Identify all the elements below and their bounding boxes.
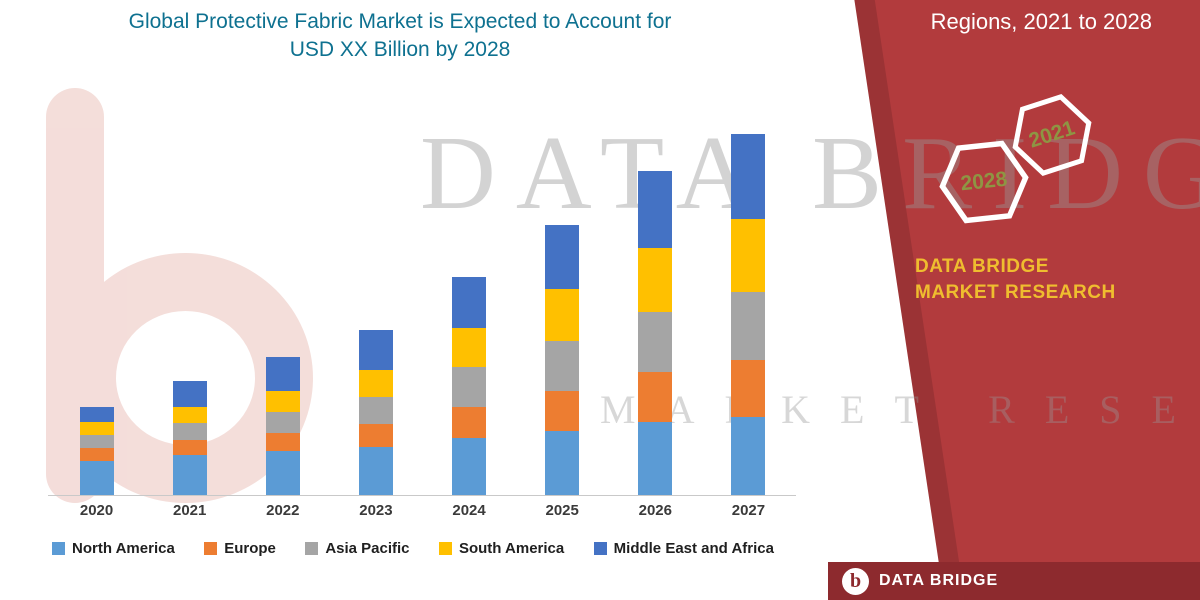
bar-segment-2022 (265, 432, 300, 452)
x-axis-label-2020: 2020 (79, 502, 114, 519)
legend-item: North America (52, 540, 175, 557)
x-axis-label-2026: 2026 (638, 502, 672, 519)
bar-segment-2023 (358, 397, 393, 425)
bar-segment-2021 (172, 380, 207, 407)
bar-2027 (731, 134, 766, 495)
bar-segment-2025 (545, 391, 580, 431)
bar-segment-2021 (172, 439, 207, 456)
bar-segment-2025 (545, 224, 580, 290)
legend-label: Asia Pacific (325, 540, 410, 557)
bar-segment-2020 (79, 460, 114, 495)
legend-item: South America (438, 540, 565, 557)
bar-segment-2023 (358, 447, 393, 495)
bar-segment-2021 (172, 423, 207, 440)
hexagon-outline-icon (939, 140, 1029, 224)
legend-marker-icon (593, 542, 607, 555)
bar-segment-2021 (172, 455, 207, 495)
bar-segment-2021 (172, 406, 207, 424)
bar-2024 (452, 276, 487, 495)
bar-2025 (545, 224, 580, 495)
watermark-market-research: MARKET RESEARCH (600, 387, 1200, 432)
bar-segment-2026 (638, 422, 673, 495)
bar-2023 (358, 329, 393, 495)
bar-segment-2022 (265, 411, 300, 433)
watermark-data-bridge: DATA BRIDGE (420, 114, 1200, 231)
bar-segment-2023 (358, 370, 393, 398)
bar-2021 (172, 380, 207, 495)
bar-2020 (79, 406, 114, 495)
x-axis-label-2023: 2023 (359, 502, 393, 519)
stacked-bar-chart (50, 112, 795, 495)
bar-segment-2022 (265, 451, 300, 495)
x-axis-line (48, 495, 796, 496)
bar-segment-2027 (731, 417, 766, 495)
legend-item: Asia Pacific (305, 540, 410, 557)
legend-marker-icon (52, 542, 65, 555)
bar-segment-2024 (452, 367, 487, 407)
bar-segment-2022 (265, 391, 300, 412)
bar-segment-2022 (265, 356, 300, 392)
legend-marker-icon (438, 542, 452, 555)
bar-segment-2020 (79, 434, 114, 449)
bar-segment-2023 (358, 329, 393, 371)
bar-segment-2025 (545, 289, 580, 342)
x-axis-label-2022: 2022 (266, 502, 300, 519)
x-axis-label-2024: 2024 (452, 502, 486, 519)
legend-label: South America (458, 540, 565, 557)
bar-2022 (265, 356, 300, 495)
bar-segment-2026 (638, 170, 673, 248)
bar-segment-2026 (638, 372, 673, 423)
x-axis-label-2027: 2027 (731, 502, 766, 519)
chart-title-line2: USD XX Billion by 2028 (289, 38, 511, 62)
bar-segment-2027 (731, 292, 766, 360)
bar-segment-2024 (452, 327, 487, 368)
x-axis-label-2021: 2021 (173, 502, 207, 519)
legend-item: Europe (204, 540, 276, 557)
legend-label: North America (72, 540, 175, 557)
bar-2026 (638, 170, 673, 495)
brand-name: DATA BRIDGE MARKET RESEARCH (915, 256, 1116, 303)
bar-segment-2025 (545, 341, 580, 392)
bar-segment-2024 (452, 276, 487, 328)
chart-title: Global Protective Fabric Market is Expec… (40, 8, 760, 65)
footer-banner: b DATA BRIDGE (828, 562, 1200, 600)
bar-segment-2023 (358, 424, 393, 448)
legend-item: Middle East and Africa (593, 540, 774, 557)
dbmr-logo-icon: b (842, 567, 869, 595)
bar-segment-2020 (79, 448, 114, 461)
legend-label: Middle East and Africa (613, 540, 774, 557)
hexagon-2021: 2021 (1001, 87, 1104, 183)
legend-marker-icon (204, 542, 218, 555)
bar-segment-2027 (731, 134, 766, 220)
bar-segment-2027 (731, 219, 766, 293)
x-axis-label-2025: 2025 (545, 502, 579, 519)
bar-segment-2026 (638, 247, 673, 312)
chart-legend: North America Europe Asia Pacific South Ame… (52, 540, 774, 557)
bar-segment-2026 (638, 311, 673, 373)
chart-title-line1: Global Protective Fabric Market is Expec… (128, 10, 672, 33)
bar-segment-2025 (545, 430, 580, 495)
bar-segment-2020 (79, 422, 114, 435)
dbmr-logo-letter: b (849, 570, 862, 592)
bar-segment-2024 (452, 437, 487, 495)
hexagon-outline-icon (1012, 93, 1092, 177)
hexagon-2028: 2028 (934, 137, 1034, 226)
hexagon-2028-label: 2028 (959, 167, 1009, 196)
legend-marker-icon (305, 542, 319, 555)
bar-segment-2027 (731, 359, 766, 417)
legend-label: Europe (224, 540, 276, 557)
bar-segment-2020 (79, 406, 114, 423)
footer-brand-name: DATA BRIDGE (879, 572, 999, 589)
panel-heading: Regions, 2021 to 2028 (930, 9, 1152, 34)
bar-segment-2024 (452, 406, 487, 438)
x-axis-labels: 2020 2021 2022 2023 2024 2025 2026 2027 (50, 502, 795, 519)
